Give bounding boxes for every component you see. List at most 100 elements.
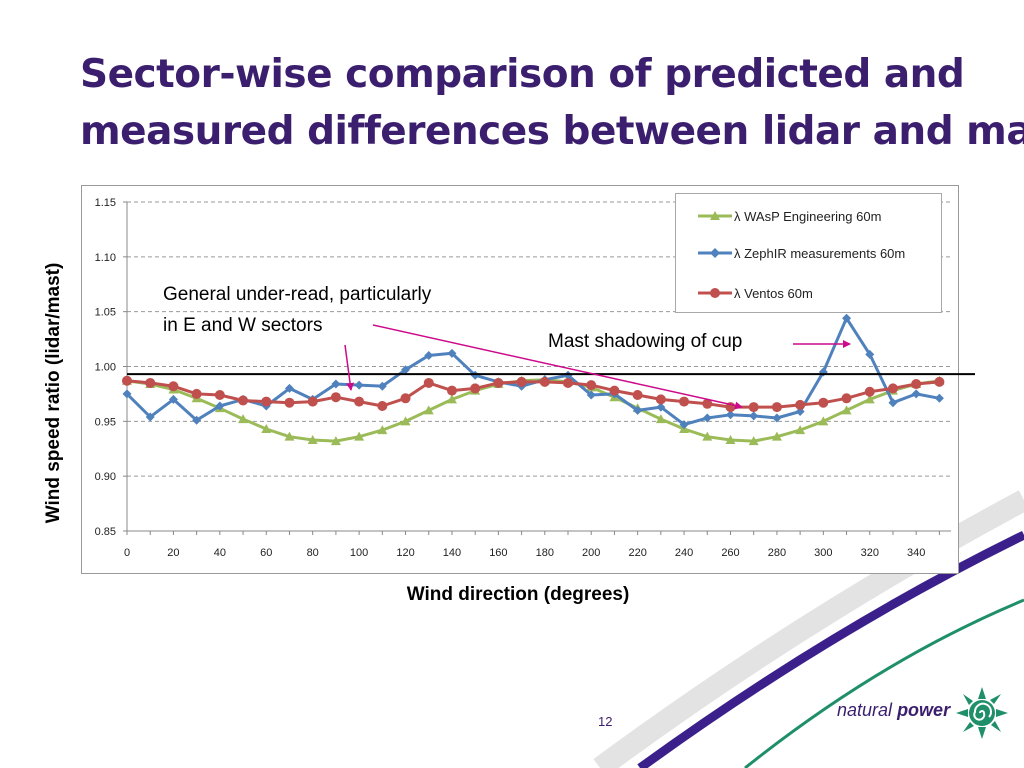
data-point-circle — [400, 393, 411, 404]
title-line-1: Sector-wise comparison of predicted and — [80, 52, 965, 97]
triangle-marker-icon — [698, 211, 732, 220]
y-tick-label: 1.05 — [95, 307, 116, 319]
x-tick-label: 100 — [350, 547, 368, 559]
data-point-diamond — [192, 415, 202, 425]
tick-labels: 0.85 0.90 0.95 1.00 1.05 1.10 1.15 0 20 40 60 80 100… — [95, 197, 926, 559]
data-point-circle — [423, 377, 434, 388]
x-tick-label: 120 — [396, 547, 414, 559]
x-tick-label: 0 — [124, 547, 130, 559]
data-point-circle — [887, 383, 898, 394]
data-point-triangle — [771, 431, 782, 441]
data-point-circle — [122, 375, 132, 386]
axes — [123, 201, 951, 535]
legend-label-zephir: λ ZephIR measurements 60m — [734, 246, 906, 261]
legend-item-zephir: λ ZephIR measurements 60m — [676, 244, 941, 264]
annotation-under-read-line-2: in E and W sectors — [163, 315, 323, 336]
arrow-to-west-sector — [372, 324, 743, 410]
data-point-triangle — [841, 405, 852, 415]
data-point-circle — [679, 396, 690, 407]
data-point-diamond — [865, 349, 875, 359]
data-point-circle — [261, 396, 272, 407]
data-point-diamond — [122, 389, 132, 399]
legend-item-ventos: λ Ventos 60m — [676, 284, 941, 304]
annotation-mast-shadowing: Mast shadowing of cup — [548, 331, 743, 352]
data-point-circle — [284, 397, 295, 408]
legend-label-ventos: λ Ventos 60m — [734, 286, 813, 301]
series-lines — [122, 313, 945, 446]
data-point-diamond — [772, 413, 782, 423]
annotation-under-read-line-1: General under-read, particularly — [163, 284, 432, 305]
data-point-diamond — [702, 413, 712, 423]
data-point-circle — [145, 377, 156, 388]
legend-label-wasp: λ WAsP Engineering 60m — [734, 209, 882, 224]
data-point-diamond — [447, 348, 457, 358]
data-point-triangle — [446, 394, 457, 404]
y-tick-label: 1.10 — [95, 252, 116, 264]
data-point-triangle — [655, 414, 666, 424]
diamond-marker-icon — [698, 248, 732, 258]
data-point-diamond — [401, 365, 411, 375]
data-point-circle — [238, 395, 249, 406]
data-point-circle — [377, 400, 388, 411]
data-point-circle — [191, 388, 202, 399]
data-point-circle — [795, 399, 806, 410]
data-point-diamond — [679, 420, 689, 430]
data-point-circle — [563, 377, 574, 388]
x-tick-label: 180 — [536, 547, 554, 559]
series-line-1 — [126, 378, 940, 443]
x-tick-label: 160 — [489, 547, 507, 559]
data-point-diamond — [168, 394, 178, 404]
x-tick-label: 20 — [167, 547, 179, 559]
data-point-diamond — [354, 380, 364, 390]
data-point-triangle — [307, 434, 318, 444]
data-point-diamond — [284, 383, 294, 393]
data-point-triangle — [377, 425, 388, 435]
y-tick-label: 1.15 — [95, 197, 116, 209]
data-point-circle — [446, 385, 457, 396]
data-point-circle — [911, 379, 922, 390]
data-point-triangle — [261, 424, 272, 434]
data-point-diamond — [633, 405, 643, 415]
annotation-under-read: General under-read, particularly in E an… — [163, 279, 431, 341]
title-line-2: measured differences between lidar and m… — [80, 109, 1024, 154]
y-tick-label: 0.85 — [95, 526, 116, 538]
data-point-diamond — [934, 393, 944, 403]
data-point-circle — [586, 380, 597, 391]
data-point-triangle — [864, 394, 875, 404]
data-point-triangle — [354, 431, 365, 441]
data-point-circle — [354, 396, 365, 407]
x-tick-label: 240 — [675, 547, 693, 559]
data-point-triangle — [284, 431, 295, 441]
x-axis-label: Wind direction (degrees) — [406, 584, 630, 605]
data-point-diamond — [331, 379, 341, 389]
annotation-arrows — [344, 324, 851, 410]
spiral-sun-icon — [956, 687, 1008, 739]
x-tick-label: 260 — [721, 547, 739, 559]
data-point-diamond — [470, 370, 480, 380]
x-tick-label: 320 — [861, 547, 879, 559]
data-point-circle — [864, 386, 875, 397]
legend-item-wasp: λ WAsP Engineering 60m — [676, 207, 941, 227]
data-point-triangle — [330, 436, 341, 446]
data-point-diamond — [586, 390, 596, 400]
data-point-triangle — [702, 431, 713, 441]
data-point-circle — [771, 402, 782, 413]
data-point-triangle — [400, 416, 411, 426]
logo-wordmark: natural power — [837, 700, 950, 721]
data-point-triangle — [423, 405, 434, 415]
data-point-circle — [818, 397, 829, 408]
data-point-diamond — [911, 389, 921, 399]
data-point-triangle — [748, 436, 759, 446]
data-point-diamond — [749, 411, 759, 421]
arrow-to-east-sector — [344, 344, 355, 391]
data-point-circle — [609, 385, 620, 396]
x-tick-label: 60 — [260, 547, 272, 559]
x-tick-label: 300 — [814, 547, 832, 559]
chart-legend: λ WAsP Engineering 60m λ ZephIR measurem… — [675, 193, 942, 313]
y-tick-label: 0.95 — [95, 416, 116, 428]
data-point-circle — [748, 402, 759, 413]
data-point-diamond — [215, 401, 225, 411]
data-point-diamond — [842, 313, 852, 323]
